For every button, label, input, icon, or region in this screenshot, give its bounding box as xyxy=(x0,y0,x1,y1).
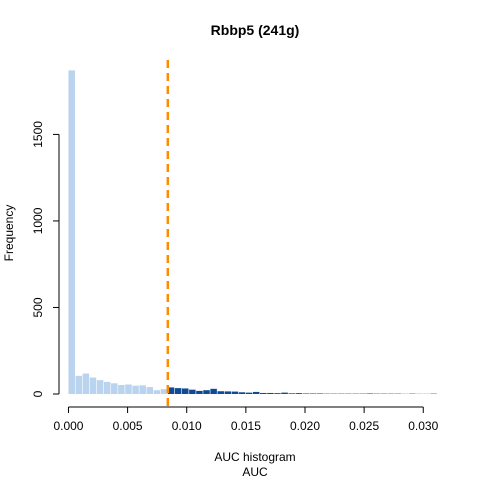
x-tick-label: 0.015 xyxy=(231,419,261,433)
x-axis-label: AUC xyxy=(242,465,268,479)
x-tick-label: 0.025 xyxy=(349,419,379,433)
histogram-bar xyxy=(146,387,154,394)
histogram-bar xyxy=(281,392,288,394)
histogram-bar xyxy=(68,70,75,394)
histogram-bar xyxy=(174,388,182,394)
histogram-bar xyxy=(118,385,125,394)
x-tick-label: 0.005 xyxy=(113,419,143,433)
y-tick-label: 1000 xyxy=(31,207,45,234)
y-tick-label: 0 xyxy=(31,390,45,397)
histogram-bar xyxy=(132,385,139,394)
histogram-bar xyxy=(75,375,83,394)
histogram-bar xyxy=(217,391,224,394)
histogram-bar xyxy=(267,392,274,394)
histogram-bar xyxy=(111,383,118,394)
histogram-bar xyxy=(288,393,295,394)
histogram-bar xyxy=(316,393,324,394)
y-axis: 0 500 1000 1500 xyxy=(31,121,60,397)
x-tick-label: 0.010 xyxy=(172,419,202,433)
histogram-bar xyxy=(309,393,317,394)
histogram-bar xyxy=(245,392,253,394)
histogram-bar xyxy=(203,390,210,394)
histogram-bar xyxy=(252,391,260,394)
x-axis: 0.000 0.005 0.010 0.015 0.020 0.025 0.030 xyxy=(53,406,439,433)
histogram-bar xyxy=(160,389,168,394)
histogram-bar xyxy=(167,387,175,394)
histogram-bar xyxy=(153,390,161,394)
histogram-bars xyxy=(68,70,437,394)
chart-title: Rbbp5 (241g) xyxy=(211,22,300,38)
x-axis-label-histogram: AUC histogram xyxy=(214,450,295,464)
histogram-bar xyxy=(210,388,217,394)
y-tick-label: 500 xyxy=(31,297,45,317)
histogram-bar xyxy=(103,381,111,394)
histogram-bar xyxy=(96,380,104,394)
histogram-bar xyxy=(231,391,239,394)
x-tick-label: 0.020 xyxy=(290,419,320,433)
x-tick-label: 0.000 xyxy=(53,419,83,433)
histogram-bar xyxy=(274,393,281,394)
histogram-bar xyxy=(139,385,146,394)
histogram-bar xyxy=(82,373,90,394)
histogram-bar xyxy=(260,392,267,394)
histogram-bar xyxy=(238,392,246,394)
x-tick-label: 0.030 xyxy=(408,419,438,433)
histogram-bar xyxy=(295,393,303,394)
y-tick-label: 1500 xyxy=(31,121,45,148)
histogram-bar xyxy=(89,377,97,394)
histogram-bar xyxy=(224,391,232,394)
histogram-bar xyxy=(125,384,132,394)
histogram-bar xyxy=(196,390,203,394)
histogram-bar xyxy=(182,388,189,394)
histogram-bar xyxy=(189,389,196,394)
histogram-bar xyxy=(366,393,373,394)
y-axis-label: Frequency xyxy=(2,205,16,262)
histogram-bar xyxy=(302,393,310,394)
